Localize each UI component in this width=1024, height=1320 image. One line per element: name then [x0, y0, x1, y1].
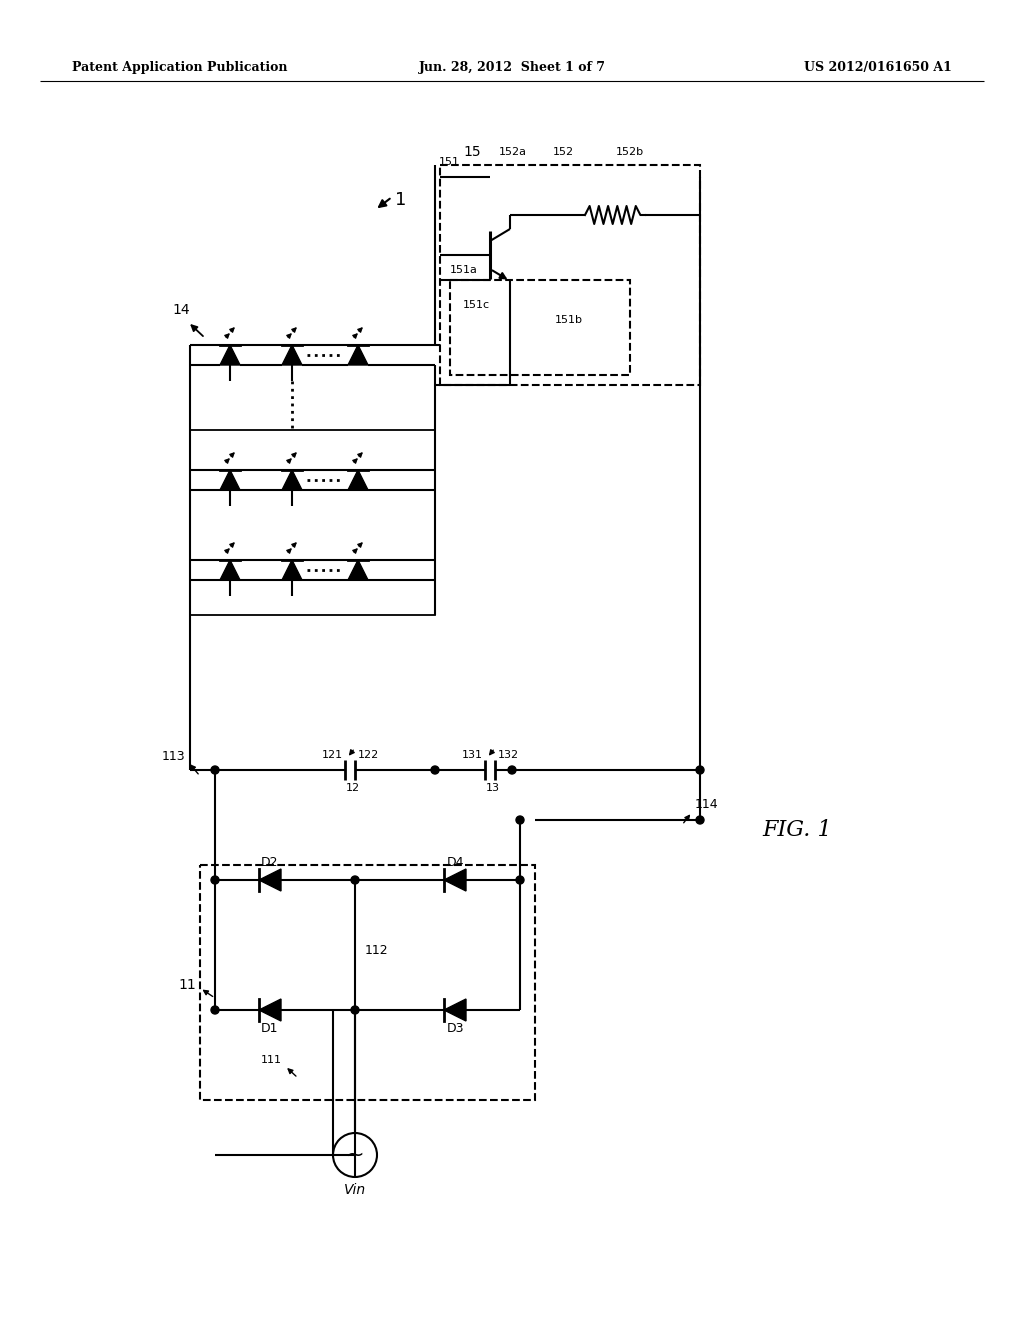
Text: Vin: Vin: [344, 1183, 366, 1197]
Text: 113: 113: [162, 750, 185, 763]
Text: 15: 15: [463, 145, 481, 158]
Polygon shape: [282, 470, 302, 490]
Circle shape: [211, 766, 219, 774]
Text: D4: D4: [446, 855, 464, 869]
Polygon shape: [220, 470, 240, 490]
Text: US 2012/0161650 A1: US 2012/0161650 A1: [804, 61, 952, 74]
Polygon shape: [444, 869, 466, 891]
Circle shape: [211, 1006, 219, 1014]
Text: 1: 1: [395, 191, 407, 209]
Polygon shape: [259, 999, 281, 1020]
Text: FIG. 1: FIG. 1: [762, 818, 831, 841]
Circle shape: [696, 766, 705, 774]
Polygon shape: [282, 560, 302, 579]
Text: 13: 13: [486, 783, 500, 793]
Text: 14: 14: [172, 304, 189, 317]
Text: 151a: 151a: [450, 265, 478, 275]
Text: 152a: 152a: [499, 147, 527, 157]
Text: D1: D1: [261, 1022, 279, 1035]
Text: 151: 151: [439, 157, 460, 168]
Text: 111: 111: [261, 1055, 282, 1065]
Polygon shape: [220, 345, 240, 366]
Text: 152b: 152b: [616, 147, 644, 157]
Text: 112: 112: [365, 944, 389, 957]
Polygon shape: [348, 470, 368, 490]
Circle shape: [431, 766, 439, 774]
Text: 121: 121: [322, 750, 343, 760]
Circle shape: [516, 876, 524, 884]
Polygon shape: [348, 345, 368, 366]
Circle shape: [351, 1006, 359, 1014]
Text: 11: 11: [178, 978, 196, 993]
Text: Patent Application Publication: Patent Application Publication: [72, 61, 288, 74]
Text: 122: 122: [357, 750, 379, 760]
Circle shape: [696, 816, 705, 824]
Text: Jun. 28, 2012  Sheet 1 of 7: Jun. 28, 2012 Sheet 1 of 7: [419, 61, 605, 74]
Text: 132: 132: [498, 750, 518, 760]
Polygon shape: [282, 345, 302, 366]
Circle shape: [516, 816, 524, 824]
Polygon shape: [259, 869, 281, 891]
Text: ~: ~: [346, 1144, 365, 1166]
Text: 152: 152: [552, 147, 573, 157]
Circle shape: [211, 876, 219, 884]
Text: 114: 114: [695, 799, 719, 812]
Text: D3: D3: [446, 1022, 464, 1035]
Circle shape: [351, 876, 359, 884]
Circle shape: [508, 766, 516, 774]
Text: 12: 12: [346, 783, 360, 793]
Text: 151b: 151b: [555, 315, 583, 325]
Polygon shape: [444, 999, 466, 1020]
Text: 151c: 151c: [463, 300, 490, 310]
Polygon shape: [348, 560, 368, 579]
Text: 131: 131: [462, 750, 482, 760]
Text: D2: D2: [261, 855, 279, 869]
Polygon shape: [220, 560, 240, 579]
